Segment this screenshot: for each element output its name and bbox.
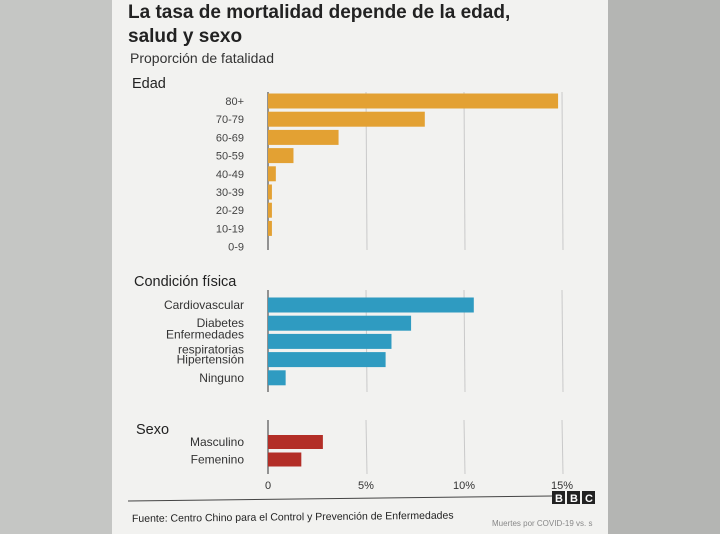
category-label-2-0: Masculino [190,435,244,449]
bar-0-7 [268,220,272,236]
x-tick-label-1: 5% [358,480,374,492]
background-right [608,0,720,534]
chart-title-line-2: salud y sexo [128,26,242,47]
plot-area: Edad 80+ 70-79 60-69 50-59 40-49 30-39 20-29 10-… [132,76,573,492]
category-label-0-6: 20-29 [216,205,244,217]
source-divider [127,495,553,502]
group-label-0: Edad [132,76,166,92]
category-label-1-4: Ninguno [199,371,244,385]
group-label-1: Condición física [134,274,237,290]
category-label-1-2-line-0: Enfermedades [166,327,244,341]
bar-1-3 [268,352,386,368]
bar-0-1 [268,111,425,127]
x-tick-label-0: 0 [265,480,271,492]
bbc-logo: B B C [552,491,595,505]
category-label-0-7: 10-19 [216,223,244,235]
gridline-2-15 [561,419,564,475]
bar-0-5 [268,184,272,200]
gridline-1-15 [561,289,564,393]
gridline-0-15 [561,91,564,251]
chart-subtitle: Proporción de fatalidad [130,50,274,66]
category-label-0-0: 80+ [225,96,244,108]
category-label-1-3: Hipertensión [177,353,244,367]
category-label-1-1: Diabetes [197,316,244,330]
category-label-0-2: 60-69 [216,132,244,144]
gridline-0-10 [463,91,466,251]
bar-0-0 [268,93,559,109]
bar-2-1 [268,452,302,467]
category-label-1-2-line-1: respiratorias [178,342,244,356]
bbc-logo-letter-3: C [585,493,593,505]
source-note: Fuente: Centro Chino para el Control y P… [132,510,454,525]
bar-1-1 [268,315,412,331]
chart-title-line-1: La tasa de mortalidad depende de la edad… [128,2,510,23]
bar-1-4 [268,370,286,386]
bar-1-0 [268,297,474,313]
gridline-2-10 [463,419,466,475]
category-label-2-1: Femenino [191,453,245,467]
background-left [0,0,112,534]
bbc-logo-letter-1: B [555,493,563,505]
bar-0-4 [268,166,276,182]
bar-0-3 [268,148,294,164]
x-tick-label-3: 15% [551,480,573,492]
gridline-2-5 [365,419,368,475]
bbc-logo-letter-2: B [570,493,578,505]
group-label-2: Sexo [136,422,169,438]
bar-0-2 [268,129,339,145]
chart-card: La tasa de mortalidad depende de la edad… [112,0,608,534]
footer-fragment: Muertes por COVID-19 vs. s [492,519,592,528]
category-label-0-3: 50-59 [216,151,244,163]
x-tick-label-2: 10% [453,480,475,492]
category-label-0-1: 70-79 [216,114,244,126]
category-label-0-5: 30-39 [216,187,244,199]
bar-2-0 [268,435,323,449]
bar-1-2 [268,333,392,349]
category-label-1-0: Cardiovascular [164,298,244,312]
category-label-0-8: 0-9 [228,242,244,254]
chart: La tasa de mortalidad depende de la edad… [127,2,595,528]
category-label-0-4: 40-49 [216,169,244,181]
bar-0-6 [268,202,272,218]
